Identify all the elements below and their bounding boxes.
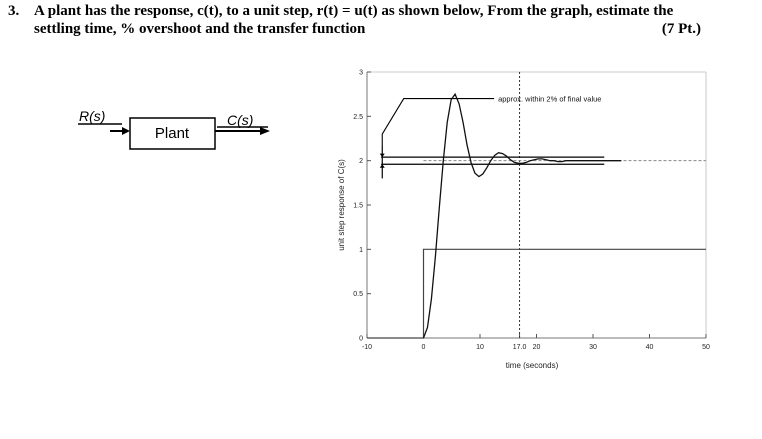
question-line-2: settling time, % overshoot and the trans… [34, 21, 366, 37]
output-label: C(s) [227, 112, 253, 128]
x-tick-label: 17.0 [513, 344, 527, 351]
question-number: 3. [8, 3, 20, 19]
input-label: R(s) [79, 108, 105, 124]
response-curve [422, 92, 622, 339]
output-arrow-head [260, 127, 270, 135]
question-points: (7 Pt.) [661, 21, 701, 37]
y-tick-label: 0.5 [353, 291, 363, 298]
plant-label: Plant [155, 125, 190, 142]
annotation-text: approx. within 2% of final value [498, 95, 601, 104]
x-axis-label: time (seconds) [506, 361, 559, 370]
y-tick-label: 2.5 [353, 114, 363, 121]
x-tick-label: 50 [702, 344, 710, 351]
y-tick-label: 2 [359, 158, 363, 165]
x-tick-label: -10 [362, 344, 372, 351]
y-tick-label: 1.5 [353, 203, 363, 210]
input-step-line [367, 248, 706, 339]
y-axis-label: unit step response of C(s) [337, 159, 346, 251]
y-tick-label: 0 [359, 336, 363, 343]
band-arrow-bottom [379, 164, 385, 168]
x-tick-label: 0 [422, 344, 426, 351]
x-tick-label: 20 [533, 344, 541, 351]
block-diagram: R(s) Plant C(s) [78, 108, 270, 150]
x-tick-label: 30 [589, 344, 597, 351]
band-arrow-top [379, 153, 385, 158]
y-tick-label: 3 [359, 70, 363, 77]
x-tick-label: 40 [646, 344, 654, 351]
question-line-1: A plant has the response, c(t), to a uni… [34, 3, 674, 19]
y-tick-label: 1 [359, 247, 363, 254]
x-tick-label: 10 [476, 344, 484, 351]
input-arrow-head [122, 127, 130, 135]
plant-block [129, 117, 216, 150]
annotation-leader [381, 98, 495, 146]
